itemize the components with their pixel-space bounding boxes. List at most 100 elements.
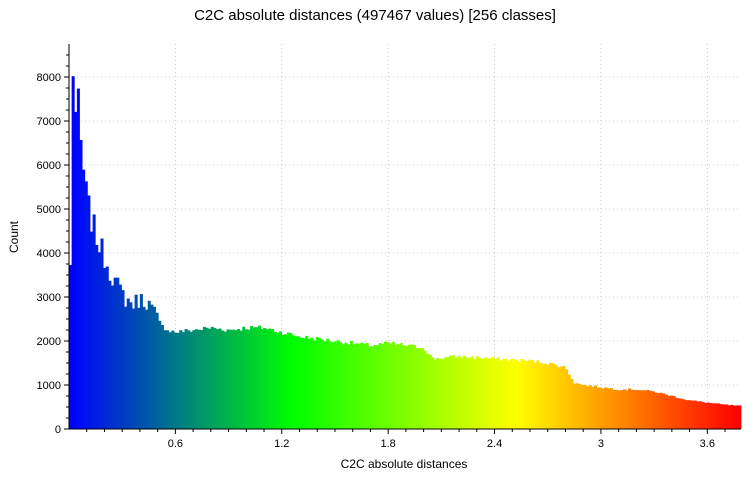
histogram-bar [512, 358, 516, 429]
histogram-bar [735, 405, 739, 429]
histogram-bar [399, 343, 403, 429]
histogram-bar [436, 357, 440, 429]
histogram-bar [693, 400, 697, 429]
histogram-bar [381, 343, 385, 429]
histogram-bar [538, 362, 542, 429]
x-tick-label: 0.6 [168, 438, 183, 450]
histogram-bar [454, 357, 458, 429]
histogram-bar [730, 404, 734, 429]
histogram-bar [313, 340, 317, 429]
histogram-bar [452, 355, 456, 429]
histogram-bar [586, 386, 590, 429]
histogram-bar [74, 111, 78, 429]
histogram-bar [433, 359, 437, 429]
histogram-bar [439, 358, 443, 429]
histogram-bar [617, 390, 621, 429]
histogram-bar [441, 358, 445, 429]
histogram-bar [192, 330, 196, 429]
histogram-bar [478, 358, 482, 429]
histogram-bar [263, 328, 267, 429]
histogram-bar [712, 403, 716, 429]
histogram-bar [678, 398, 682, 429]
histogram-bar [373, 344, 377, 429]
histogram-bar [231, 329, 235, 429]
histogram-bar [604, 387, 608, 429]
histogram-bar [155, 312, 159, 429]
histogram-bar [76, 88, 80, 429]
y-tick-label: 2000 [37, 336, 61, 348]
x-axis-label: C2C absolute distances [341, 457, 468, 471]
histogram-bar [662, 393, 666, 429]
histogram-bar [113, 277, 117, 429]
histogram-bar [447, 356, 451, 429]
histogram-bar [315, 337, 319, 429]
histogram-bar [733, 405, 737, 429]
histogram-bar [226, 329, 230, 429]
histogram-bar [473, 358, 477, 429]
histogram-bar [470, 356, 474, 429]
histogram-bar [355, 343, 359, 429]
histogram-bar [536, 360, 540, 429]
histogram-bar [121, 290, 125, 429]
histogram-bar [163, 330, 167, 429]
histogram-bar [176, 332, 180, 429]
histogram-bar [688, 400, 692, 429]
histogram-bar [187, 330, 191, 429]
histogram-bar [365, 342, 369, 429]
histogram-bar [307, 338, 311, 429]
histogram-bar [252, 327, 256, 429]
histogram-bar [431, 357, 435, 429]
histogram-bar [268, 328, 272, 429]
histogram-bar [90, 231, 94, 429]
histogram-bar [376, 344, 380, 429]
histogram-bar [517, 361, 521, 429]
histogram-bar [554, 364, 558, 429]
histogram-bar [237, 329, 241, 429]
histogram-bar [601, 388, 605, 429]
histogram-bar [573, 383, 577, 429]
histogram-bar [218, 328, 222, 429]
histogram-bar [722, 404, 726, 429]
histogram-bar [108, 280, 112, 429]
histogram-bar [405, 346, 409, 429]
histogram-bar [273, 331, 277, 429]
histogram-bar [402, 345, 406, 429]
histogram-bar [352, 344, 356, 429]
histogram-bar [234, 330, 238, 429]
histogram-bar [683, 399, 687, 429]
histogram-bar [643, 390, 647, 429]
histogram-bar [562, 366, 566, 429]
histogram-bar [612, 389, 616, 429]
chart-title: C2C absolute distances (497467 values) [… [194, 7, 556, 24]
histogram-bar [129, 302, 133, 429]
y-tick-labels: 0 1000 2000 3000 4000 5000 6000 7000 8000 [37, 54, 69, 436]
histogram-bar [699, 401, 703, 429]
histogram-bar [100, 238, 104, 429]
histogram-bar [153, 306, 157, 429]
histogram-bar [105, 266, 109, 429]
histogram-bar [701, 402, 705, 429]
histogram-bar [685, 400, 689, 429]
histogram-bar [651, 391, 655, 429]
histogram-bar [486, 358, 490, 429]
histogram-bar [407, 344, 411, 429]
histogram-bar [628, 388, 632, 429]
histogram-bar [559, 366, 563, 429]
histogram-bar [659, 392, 663, 429]
histogram-bar [615, 389, 619, 429]
histogram-bar [444, 357, 448, 429]
histogram-bar [706, 402, 710, 429]
histogram-bar [260, 329, 264, 429]
histogram-bar [197, 329, 201, 429]
histogram-bar [118, 284, 122, 429]
histogram-bar [126, 298, 130, 429]
histogram-bar [415, 348, 419, 429]
x-tick-label: 3.6 [700, 438, 715, 450]
histogram-bar [468, 357, 472, 429]
histogram-bar [625, 390, 629, 429]
y-tick-label: 1000 [37, 380, 61, 392]
histogram-bar [494, 358, 498, 429]
histogram-bar [318, 338, 322, 429]
y-tick-label: 5000 [37, 204, 61, 216]
histogram-bar [79, 139, 83, 430]
